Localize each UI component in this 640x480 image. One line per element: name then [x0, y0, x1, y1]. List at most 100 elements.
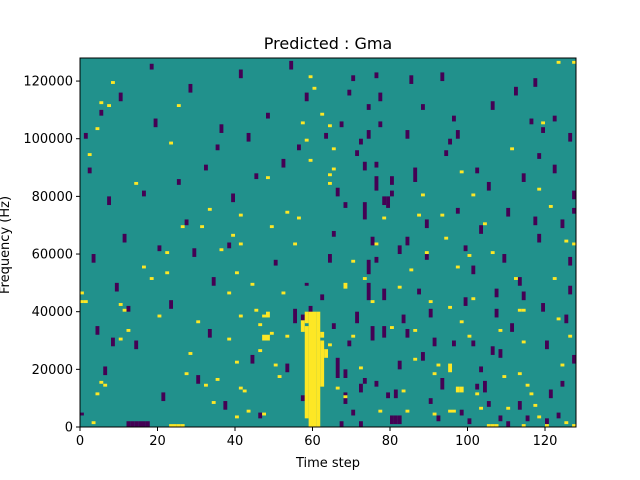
heatmap-cell-low — [331, 323, 336, 329]
heatmap-cell-high — [521, 424, 526, 427]
heatmap-cell-low — [366, 259, 371, 275]
heatmap-cell-low — [297, 144, 301, 151]
heatmap-cell-high — [510, 147, 515, 151]
heatmap-cell-high — [80, 300, 84, 304]
heatmap-cell-high — [227, 291, 232, 295]
heatmap-cell-high — [308, 311, 313, 427]
heatmap-cell-low — [494, 308, 499, 318]
heatmap-cell-low — [351, 75, 356, 82]
heatmap-cell-low — [122, 233, 127, 243]
heatmap-cell-high — [417, 213, 422, 217]
heatmap-cell-high — [176, 104, 181, 108]
heatmap-cell-high — [320, 112, 325, 116]
x-tick-label: 40 — [227, 434, 244, 449]
heatmap-cell-low — [424, 219, 429, 229]
heatmap-cell-low — [483, 380, 487, 393]
x-axis-label: Time step — [295, 456, 360, 471]
heatmap-cell-low — [572, 207, 577, 214]
heatmap-cell-low — [533, 78, 538, 87]
heatmap-cell-low — [91, 254, 96, 263]
heatmap-cell-high — [262, 314, 267, 318]
heatmap-cell-low — [293, 308, 298, 324]
heatmap-cell-low — [397, 360, 402, 370]
heatmap-cell-high — [312, 311, 317, 427]
heatmap-cell-low — [359, 138, 363, 145]
heatmap-cell-low — [83, 132, 88, 139]
heatmap-cell-low — [463, 297, 468, 306]
heatmap-cell-high — [413, 328, 418, 332]
heatmap-cell-low — [421, 352, 425, 361]
y-tick-label: 120000 — [23, 75, 73, 90]
heatmap-cell-low — [521, 291, 526, 301]
heatmap-cell-high — [103, 383, 108, 387]
heatmap-cell-high — [87, 153, 92, 157]
heatmap-cell-low — [359, 421, 363, 427]
heatmap-cell-high — [254, 308, 259, 312]
heatmap-cell-high — [188, 352, 193, 355]
heatmap-cell-high — [541, 121, 546, 125]
heatmap-cell-high — [328, 181, 332, 185]
heatmap-cell-low — [390, 176, 394, 185]
heatmap-cell-low — [250, 354, 255, 364]
heatmap-cell-high — [483, 222, 487, 226]
heatmap-cell-high — [428, 300, 433, 304]
heatmap-cell-low — [533, 216, 538, 226]
heatmap-cell-low — [343, 392, 348, 404]
heatmap-cell-high — [238, 386, 243, 390]
heatmap-cell-low — [475, 383, 480, 390]
heatmap-cell-low — [436, 415, 441, 422]
heatmap-cell-high — [471, 193, 476, 197]
heatmap-cell-low — [366, 282, 371, 301]
heatmap-cell-low — [490, 101, 495, 110]
heatmap-cell-high — [99, 380, 104, 384]
heatmap-cell-high — [409, 268, 414, 272]
heatmap-cell-high — [397, 285, 402, 289]
heatmap-cell-low — [328, 254, 332, 263]
heatmap-cell-low — [238, 69, 243, 79]
heatmap-cell-high — [269, 331, 274, 335]
heatmap-cell-low — [111, 337, 115, 347]
heatmap-cell-low — [545, 340, 549, 350]
heatmap-cell-low — [285, 363, 290, 373]
heatmap-cell-high — [258, 323, 263, 327]
heatmap-cell-low — [126, 421, 131, 427]
heatmap-cell-low — [207, 328, 212, 338]
heatmap-cell-high — [533, 403, 538, 407]
heatmap-cell-low — [157, 245, 162, 252]
heatmap-cell-high — [506, 406, 511, 410]
heatmap-cell-high — [235, 360, 239, 364]
heatmap-cell-low — [548, 389, 553, 399]
heatmap-cell-high — [362, 277, 367, 280]
heatmap-cell-high — [382, 216, 387, 220]
heatmap-cell-high — [572, 424, 577, 427]
heatmap-cell-high — [126, 328, 131, 332]
heatmap-cell-high — [134, 181, 139, 185]
heatmap-cell-high — [494, 424, 499, 427]
heatmap-cell-low — [188, 83, 193, 93]
heatmap-cell-high — [335, 386, 340, 390]
heatmap-cell-low — [138, 421, 143, 427]
heatmap-cell-high — [266, 311, 270, 318]
heatmap-cell-high — [552, 277, 557, 280]
heatmap-cell-high — [564, 421, 569, 425]
heatmap-cell-low — [374, 72, 379, 79]
heatmap-cell-low — [176, 179, 181, 185]
heatmap-cell-high — [304, 311, 309, 324]
heatmap-cell-low — [219, 124, 224, 133]
heatmap-cell-high — [498, 328, 503, 332]
heatmap-cell-low — [455, 207, 460, 214]
heatmap-cell-low — [227, 242, 232, 249]
heatmap-cell-high — [273, 363, 278, 367]
heatmap-cell-low — [378, 92, 383, 102]
heatmap-cell-low — [440, 72, 445, 82]
y-axis: 0 20000 40000 60000 80000 100000 120000 — [23, 75, 80, 436]
heatmap-cell-low — [463, 245, 468, 252]
heatmap-cell-low — [506, 207, 511, 217]
heatmap-background — [80, 58, 576, 427]
heatmap-cell-high — [173, 424, 177, 427]
heatmap-cell-high — [467, 254, 472, 257]
heatmap-cell-low — [95, 326, 100, 335]
heatmap-cell-high — [459, 386, 464, 393]
heatmap-cell-high — [277, 375, 282, 378]
heatmap-cell-low — [564, 314, 569, 324]
